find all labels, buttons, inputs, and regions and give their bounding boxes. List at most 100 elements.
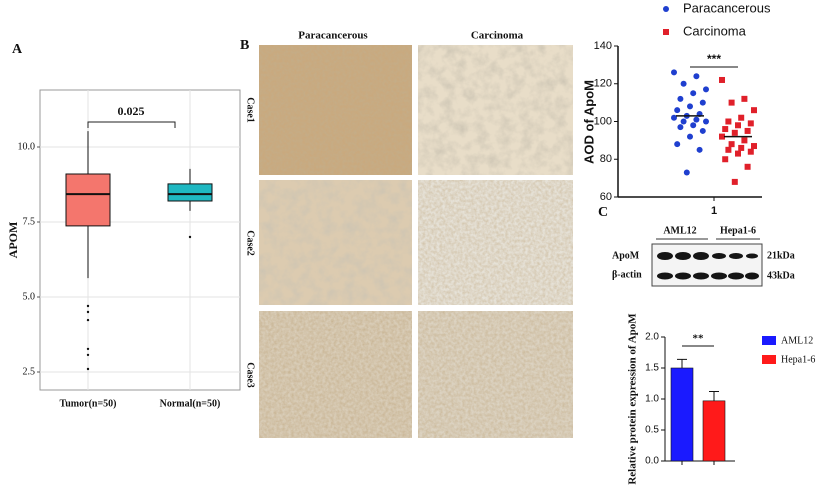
column-header: Paracancerous [298,30,368,42]
y-tick-label: 0.5 [645,425,659,436]
annotation: ** [693,333,705,345]
band [746,253,758,259]
y-tick-label: 10.0 [18,141,36,152]
significance-bracket [87,121,176,128]
y-tick-label: 5.0 [23,291,36,302]
error-bar [677,358,687,368]
dot [751,107,757,114]
bar [670,367,694,462]
y-tick-label: 120 [594,78,612,90]
dot [744,163,751,170]
ihc-images [259,45,573,438]
dot [738,144,745,151]
x-tick-label: Normal(n=50) [160,398,221,409]
legend-swatch [762,336,776,345]
outlier [86,347,90,351]
error-bar [709,391,719,401]
dot [725,118,732,125]
annotation: 0.025 [118,104,145,118]
image-texture [259,45,412,175]
dot [674,107,681,114]
dot [703,118,709,125]
row-label: Case1 [245,97,256,123]
blot-protein: ApoM [612,250,640,261]
column-header: Carcinoma [471,30,524,42]
image-texture [259,180,412,305]
y-axis-label: AOD of ApoM [581,80,596,164]
dot [719,133,725,140]
dot [687,103,693,110]
band [675,252,691,260]
y-tick-label: 1.0 [645,394,659,405]
dot [671,69,677,76]
x-tick-label: Tumor(n=50) [59,398,116,409]
blot-group: Hepa1-6 [720,225,756,236]
dot [735,150,741,157]
plot-frame [39,89,241,391]
dot [725,146,732,153]
band [675,272,691,280]
band [711,272,727,280]
blot-protein: β-actin [612,269,642,280]
panel-label: C [598,205,608,220]
panel-label: B [240,38,249,53]
y-tick-label: 2.5 [23,366,36,377]
band [712,253,726,259]
dot [747,148,754,155]
annotation: *** [707,52,721,66]
band [657,252,673,260]
panel-label: A [12,42,23,57]
dot [693,73,700,80]
dot [741,137,748,144]
band [745,272,759,280]
dot [671,114,677,121]
band [657,272,673,280]
y-tick-label: 100 [594,115,612,127]
y-tick-label: 2.0 [645,332,659,343]
y-axis-label: APOM [6,222,20,259]
y-axis-label: Relative protein expression of ApoM [627,313,639,485]
legend-label: Paracancerous [683,0,771,15]
dot [693,116,700,123]
image-texture [418,180,573,305]
outlier [86,353,90,357]
dot [677,124,684,131]
x-tick-label: 1 [711,205,717,217]
outlier [86,367,90,371]
band [729,253,743,259]
dot [731,129,738,136]
dot [751,143,757,150]
dot [728,141,735,148]
legend-label: AML12 [781,335,813,346]
image-texture [418,311,573,438]
dot [744,127,751,134]
y-tick-label: 60 [600,191,612,203]
legend-swatch [663,6,669,12]
dot [677,95,684,102]
dot [703,86,709,93]
blot-size: 21kDa [767,250,795,261]
outlier [86,310,90,314]
y-tick-label: 1.5 [645,363,659,374]
box [65,173,111,227]
y-tick-label: 80 [600,153,612,165]
outlier [86,304,90,308]
bar [702,400,726,462]
band [693,272,709,280]
image-texture [259,311,412,438]
dot [699,127,706,134]
outlier [86,318,90,322]
band [693,252,709,260]
image-texture [418,45,573,175]
y-tick-label: 140 [594,40,612,52]
y-tick-label: 7.5 [23,216,36,227]
dot [719,76,725,83]
legend-label: Hepa1-6 [781,354,815,365]
legend-swatch [663,29,669,35]
dot [722,156,729,163]
dot [690,122,697,129]
dot [731,178,738,185]
blot-bands [657,252,759,280]
